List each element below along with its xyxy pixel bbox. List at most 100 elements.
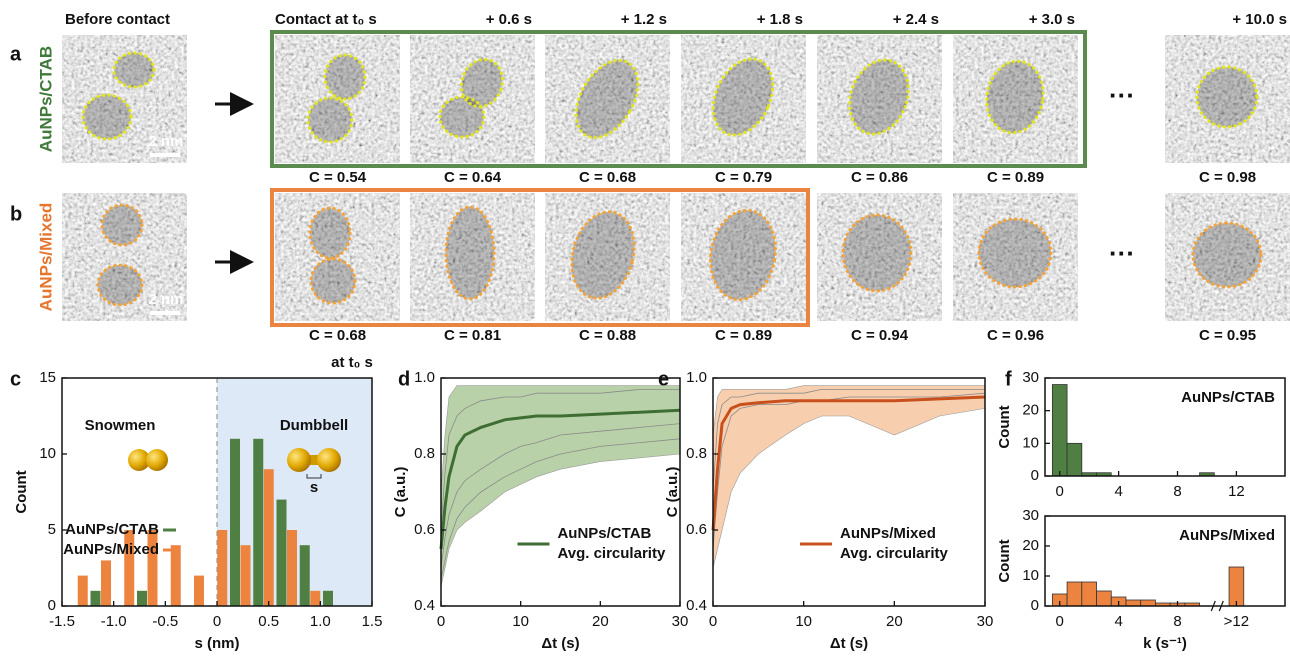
particle <box>843 215 911 291</box>
particle <box>114 53 154 87</box>
column-header: + 1.2 s <box>621 11 667 28</box>
histogram-bar <box>1066 581 1083 607</box>
circularity-label: C = 0.68 <box>579 169 636 186</box>
micrograph <box>953 193 1078 321</box>
plot-area <box>77 378 372 606</box>
annotation: at t₀ s <box>331 354 373 371</box>
micrograph <box>410 193 535 321</box>
trace-line <box>440 438 681 580</box>
micrograph-image <box>410 193 535 321</box>
histogram-bar <box>1066 442 1083 477</box>
x-tick-label: 30 <box>977 613 994 630</box>
sequence-frame <box>270 188 810 327</box>
chart: AuNPs/CTAB 0 4 8 12 0 10 20 30 Count <box>996 369 1286 500</box>
micrograph <box>817 193 942 321</box>
micrograph <box>275 193 400 321</box>
micrograph <box>1165 35 1290 163</box>
particle-outline <box>306 96 354 144</box>
micrograph <box>545 193 670 321</box>
x-tick-label: 0 <box>213 613 221 630</box>
particle-outline <box>1191 221 1263 289</box>
x-axis-label: Δt (s) <box>541 635 579 652</box>
micrograph-image <box>953 193 1078 321</box>
bar <box>90 590 101 606</box>
bar <box>310 590 321 606</box>
y-tick-label: 15 <box>39 369 56 386</box>
panel-label: a <box>10 43 22 65</box>
neck-bracket <box>306 474 322 479</box>
x-tick-label: 4 <box>1114 613 1122 630</box>
particle-outline <box>848 58 910 136</box>
particle <box>849 60 909 134</box>
x-tick-label: -1.0 <box>101 613 127 630</box>
x-tick-label: 0.5 <box>258 613 279 630</box>
legend-label: AuNPs/Mixed <box>63 541 159 558</box>
circularity-label: C = 0.81 <box>444 327 501 344</box>
circularity-label: C = 0.54 <box>309 169 367 186</box>
x-tick-label: 10 <box>512 613 529 630</box>
chart: AuNPs/Mixed 0 4 8 >12 0 10 20 30 k (s⁻¹) Count <box>996 507 1286 652</box>
micrograph-image <box>1165 35 1290 163</box>
histogram-bar <box>1081 581 1097 607</box>
trace-line <box>712 392 986 550</box>
axes-frame <box>1044 377 1286 477</box>
micrograph-image <box>681 35 806 163</box>
bar <box>276 499 287 606</box>
x-tick-label: 10 <box>795 613 812 630</box>
bar <box>137 590 147 606</box>
bar <box>253 438 264 606</box>
particle-outline <box>977 217 1053 289</box>
micrograph <box>1165 193 1290 321</box>
particle-outline <box>323 53 367 101</box>
bar <box>230 438 240 606</box>
circularity-label: C = 0.95 <box>1199 327 1256 344</box>
circularity-label: C = 0.89 <box>987 169 1044 186</box>
particle <box>571 211 635 299</box>
x-tick-label: 4 <box>1114 483 1122 500</box>
particle <box>1193 223 1261 287</box>
particle <box>986 61 1044 133</box>
bar <box>240 545 251 606</box>
average-line <box>439 408 681 550</box>
circularity-label: C = 0.64 <box>444 169 502 186</box>
axes-frame <box>1044 515 1286 607</box>
column-header: + 0.6 s <box>486 11 532 28</box>
particle-outline <box>985 59 1045 135</box>
y-axis-label: Count <box>13 470 30 513</box>
annotation: Dumbbell <box>280 417 348 434</box>
particle-outline <box>96 263 144 307</box>
particle <box>325 55 365 99</box>
particle <box>310 208 350 258</box>
y-tick-label: 0 <box>1031 467 1039 484</box>
particle-outline <box>309 257 357 305</box>
particle-outline <box>459 57 505 109</box>
particle-outline <box>574 58 640 140</box>
dumbbell-icon <box>317 448 341 472</box>
x-tick-label: -1.5 <box>49 613 75 630</box>
particle-outline <box>841 213 913 293</box>
panel-label: b <box>10 203 22 225</box>
y-tick-label: 5 <box>48 521 56 538</box>
x-tick-label: 20 <box>592 613 609 630</box>
particle <box>710 210 776 300</box>
y-tick-label: 10 <box>1022 434 1039 451</box>
micrograph <box>681 35 806 163</box>
y-tick-label: 20 <box>1022 537 1039 554</box>
trace-line <box>712 389 985 493</box>
particle <box>102 205 142 245</box>
snowman-icon <box>128 449 150 471</box>
circularity-label: C = 0.86 <box>851 169 908 186</box>
particle <box>576 60 638 138</box>
micrograph-image <box>681 193 806 321</box>
axes-frame <box>440 377 681 607</box>
axes-frame <box>712 377 986 607</box>
sequence-frame <box>270 30 1087 168</box>
bar <box>194 575 204 606</box>
y-tick-label: 0.6 <box>686 521 707 538</box>
particle-outline <box>1195 65 1259 129</box>
ellipsis: ··· <box>1109 80 1135 110</box>
bar <box>323 590 333 606</box>
micrograph <box>953 35 1078 163</box>
micrograph <box>681 193 806 321</box>
